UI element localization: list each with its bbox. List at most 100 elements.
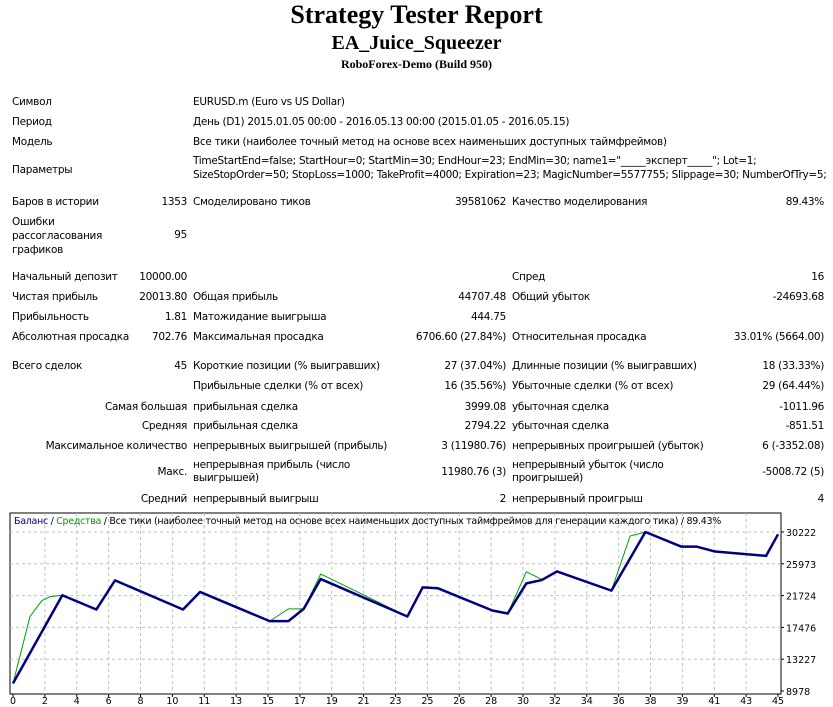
largest-label: Самая большая bbox=[104, 401, 187, 413]
long-pos-label: Длинные позиции (% выигравших) bbox=[512, 360, 697, 372]
avg-cons-wins-label: непрерывный выигрыш bbox=[193, 493, 319, 505]
max-cons-profit-value: 11980.76 (3) bbox=[441, 466, 506, 478]
profit-factor-label: Прибыльность bbox=[12, 311, 89, 323]
legend-sep: / bbox=[47, 516, 57, 527]
symbol-label: Символ bbox=[12, 96, 52, 108]
x-tick-label: 36 bbox=[613, 696, 625, 707]
short-pos-label: Короткие позиции (% выигравших) bbox=[193, 360, 380, 372]
x-tick-label: 6 bbox=[106, 696, 112, 707]
balance-chart: 0 2 4 6 8 10 11 13 15 17 19 21 23 25 26 28 30 32 34 36 38 39 4… bbox=[9, 512, 816, 707]
loss-trades-value: 29 (64.44%) bbox=[762, 380, 824, 392]
y-tick-label: 8978 bbox=[786, 687, 810, 698]
total-trades-label: Всего сделок bbox=[12, 360, 83, 372]
max-cons-loss-value: -5008.72 (5) bbox=[762, 466, 824, 478]
x-tick-label: 23 bbox=[389, 696, 401, 707]
x-tick-label: 45 bbox=[772, 696, 784, 707]
errors-value: 95 bbox=[174, 229, 187, 241]
y-tick-label: 17476 bbox=[786, 623, 816, 634]
symbol-value: EURUSD.m (Euro vs US Dollar) bbox=[193, 96, 345, 108]
max-cons-profit-label: непрерывная прибыль (число выигрышей) bbox=[193, 459, 351, 484]
max-count-label: Максимальное количество bbox=[45, 440, 188, 452]
y-tick-label: 30222 bbox=[786, 528, 816, 539]
net-profit-value: 20013.80 bbox=[139, 291, 187, 303]
x-tick-label: 8 bbox=[137, 696, 143, 707]
x-tick-label: 34 bbox=[581, 696, 593, 707]
spread-value: 16 bbox=[811, 271, 824, 283]
max-drawdown-label: Максимальная просадка bbox=[193, 331, 324, 343]
profit-trades-label: Прибыльные сделки (% от всех) bbox=[193, 380, 364, 392]
rel-drawdown-label: Относительная просадка bbox=[512, 331, 647, 343]
model-label: Модель bbox=[12, 136, 53, 148]
deposit-value: 10000.00 bbox=[139, 271, 187, 283]
y-tick-label: 21724 bbox=[786, 592, 816, 603]
x-tick-label: 26 bbox=[453, 696, 465, 707]
avg-cons-losses-value: 4 bbox=[817, 493, 825, 505]
rel-drawdown-value: 33.01% (5664.00) bbox=[733, 331, 824, 343]
ticks-label: Смоделировано тиков bbox=[193, 196, 311, 208]
legend-equity: Средства bbox=[56, 516, 102, 527]
largest-profit-label: прибыльная сделка bbox=[193, 401, 298, 413]
abs-drawdown-value: 702.76 bbox=[152, 331, 187, 343]
x-tick-label: 15 bbox=[262, 696, 274, 707]
loss-trades-label: Убыточные сделки (% от всех) bbox=[512, 380, 674, 392]
x-tick-label: 38 bbox=[644, 696, 656, 707]
x-tick-label: 10 bbox=[166, 696, 178, 707]
max-count-wins-label: непрерывных выигрышей (прибыль) bbox=[193, 440, 388, 452]
bars-label: Баров в истории bbox=[12, 196, 99, 208]
max-count-wins-value: 3 (11980.76) bbox=[441, 440, 506, 452]
x-tick-label: 11 bbox=[198, 696, 210, 707]
largest-profit-value: 3999.08 bbox=[464, 401, 507, 413]
chart-title: Баланс / Средства / Все тики (наиболее т… bbox=[14, 516, 721, 527]
x-tick-label: 21 bbox=[358, 696, 370, 707]
max-cons-label: Макс. bbox=[157, 466, 188, 478]
report-title: Strategy Tester Report bbox=[290, 0, 543, 29]
gross-profit-value: 44707.48 bbox=[458, 291, 506, 303]
period-value: День (D1) 2015.01.05 00:00 - 2016.05.13 … bbox=[193, 116, 570, 128]
x-tick-label: 32 bbox=[549, 696, 561, 707]
average-profit-value: 2794.22 bbox=[464, 420, 507, 432]
avg-cons-wins-value: 2 bbox=[499, 493, 507, 505]
average-loss-value: -851.51 bbox=[785, 420, 825, 432]
gross-loss-label: Общий убыток bbox=[512, 291, 590, 303]
avg-cons-label: Средний bbox=[140, 493, 187, 505]
gross-profit-label: Общая прибыль bbox=[193, 291, 278, 303]
avg-cons-losses-label: непрерывный проигрыш bbox=[512, 493, 643, 505]
legend-balance: Баланс bbox=[14, 516, 48, 527]
errors-label: Ошибки рассогласования графиков bbox=[12, 216, 103, 256]
x-tick-label: 30 bbox=[517, 696, 529, 707]
largest-loss-label: убыточная сделка bbox=[512, 401, 609, 413]
largest-loss-value: -1011.96 bbox=[779, 401, 824, 413]
quality-value: 89.43% bbox=[785, 196, 825, 208]
period-label: Период bbox=[12, 116, 52, 128]
abs-drawdown-label: Абсолютная просадка bbox=[12, 331, 129, 343]
params-line2: SizeStopOrder=50; StopLoss=1000; TakePro… bbox=[193, 169, 827, 181]
expected-payoff-value: 444.75 bbox=[471, 311, 506, 323]
x-tick-label: 25 bbox=[421, 696, 433, 707]
server-build: RoboForex-Demo (Build 950) bbox=[340, 57, 493, 71]
ticks-value: 39581062 bbox=[454, 196, 506, 208]
profit-factor-value: 1.81 bbox=[164, 311, 187, 323]
average-loss-label: убыточная сделка bbox=[512, 420, 609, 432]
x-tick-label: 43 bbox=[740, 696, 752, 707]
model-value: Все тики (наиболее точный метод на основ… bbox=[193, 136, 667, 148]
x-tick-label: 28 bbox=[485, 696, 497, 707]
expected-payoff-label: Матожидание выигрыша bbox=[193, 311, 327, 323]
chart-subtitle: / Все тики (наиболее точный метод на осн… bbox=[101, 516, 721, 527]
x-tick-label: 4 bbox=[74, 696, 80, 707]
average-label: Средняя bbox=[141, 420, 187, 432]
net-profit-label: Чистая прибыль bbox=[12, 291, 98, 303]
balance-line bbox=[11, 530, 780, 684]
params-label: Параметры bbox=[12, 164, 73, 176]
max-drawdown-value: 6706.60 (27.84%) bbox=[415, 331, 506, 343]
long-pos-value: 18 (33.33%) bbox=[762, 360, 824, 372]
max-count-losses-label: непрерывных проигрышей (убыток) bbox=[512, 440, 704, 452]
x-tick-label: 13 bbox=[230, 696, 242, 707]
max-cons-loss-label: непрерывный убыток (число проигрышей) bbox=[512, 459, 664, 484]
profit-trades-value: 16 (35.56%) bbox=[444, 380, 506, 392]
x-tick-label: 2 bbox=[42, 696, 48, 707]
y-tick-label: 13227 bbox=[786, 655, 816, 666]
max-count-losses-value: 6 (-3352.08) bbox=[762, 440, 824, 452]
spread-label: Спред bbox=[512, 271, 546, 283]
x-tick-label: 39 bbox=[676, 696, 688, 707]
bars-value: 1353 bbox=[161, 196, 187, 208]
